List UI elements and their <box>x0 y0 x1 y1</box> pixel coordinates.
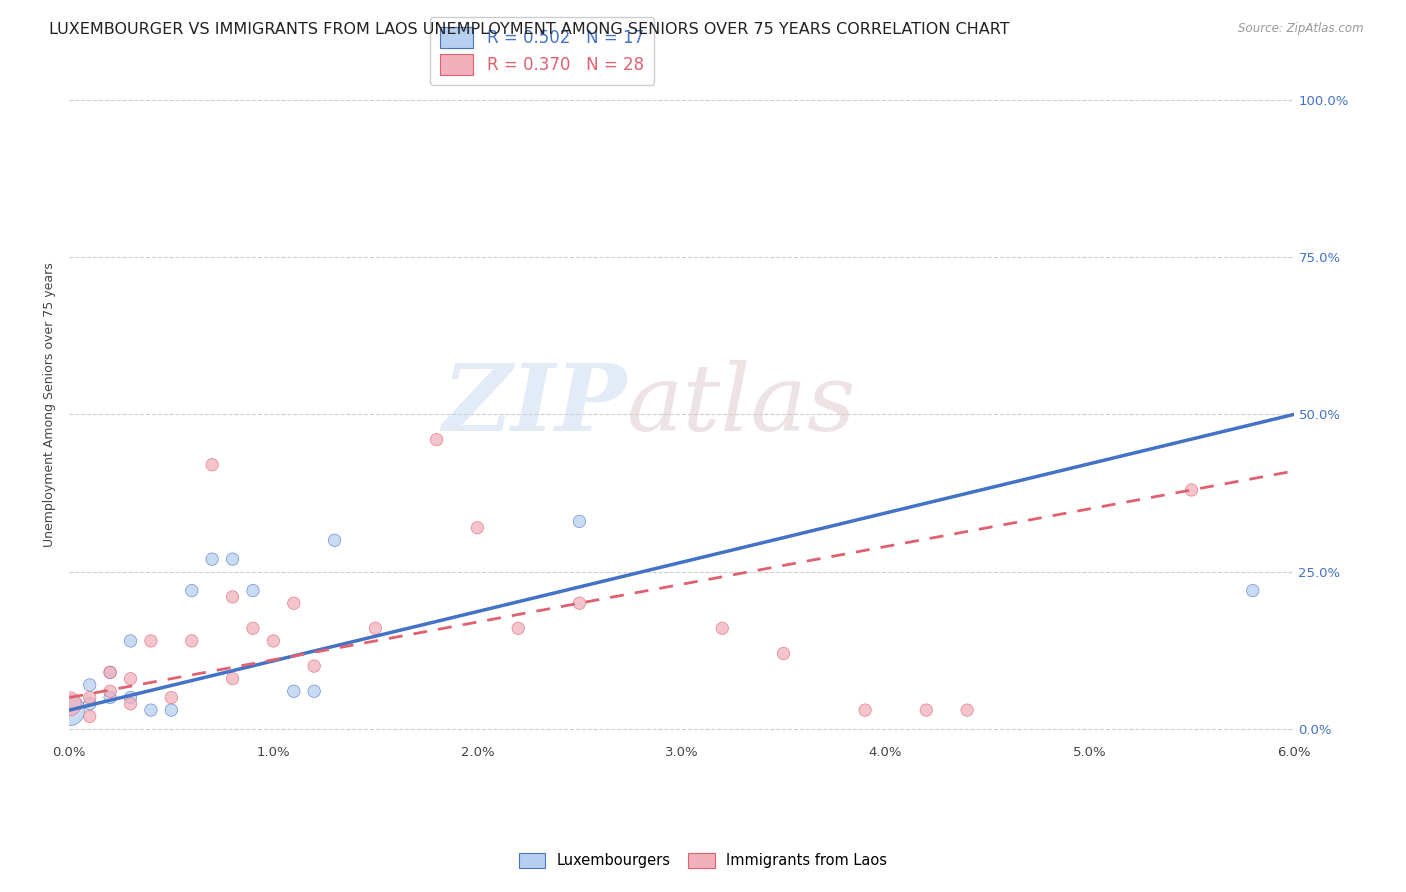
Point <box>180 583 202 598</box>
Text: Source: ZipAtlas.com: Source: ZipAtlas.com <box>1239 22 1364 36</box>
Point <box>302 684 325 698</box>
Point <box>262 634 284 648</box>
Point <box>160 690 183 705</box>
Point <box>98 665 121 680</box>
Point <box>467 521 489 535</box>
Point <box>201 458 224 472</box>
Point <box>283 596 305 610</box>
Point <box>364 621 387 635</box>
Point <box>221 672 243 686</box>
Point <box>120 697 142 711</box>
Point <box>160 703 183 717</box>
Y-axis label: Unemployment Among Seniors over 75 years: Unemployment Among Seniors over 75 years <box>44 262 56 548</box>
Point <box>98 665 121 680</box>
Point <box>772 647 794 661</box>
Point <box>139 634 162 648</box>
Point <box>79 709 101 723</box>
Point <box>201 552 224 566</box>
Point <box>1241 583 1264 598</box>
Point <box>853 703 876 717</box>
Point <box>1180 483 1202 497</box>
Point <box>58 703 80 717</box>
Point <box>711 621 734 635</box>
Point <box>120 690 142 705</box>
Point <box>568 596 591 610</box>
Point <box>221 590 243 604</box>
Point <box>79 697 101 711</box>
Point <box>98 684 121 698</box>
Text: LUXEMBOURGER VS IMMIGRANTS FROM LAOS UNEMPLOYMENT AMONG SENIORS OVER 75 YEARS CO: LUXEMBOURGER VS IMMIGRANTS FROM LAOS UNE… <box>49 22 1010 37</box>
Point <box>323 533 346 548</box>
Point <box>956 703 979 717</box>
Point <box>120 634 142 648</box>
Point <box>180 634 202 648</box>
Point <box>915 703 938 717</box>
Point <box>283 684 305 698</box>
Text: ZIP: ZIP <box>441 360 626 450</box>
Point <box>221 552 243 566</box>
Point <box>139 703 162 717</box>
Point <box>302 659 325 673</box>
Point <box>242 621 264 635</box>
Point <box>120 672 142 686</box>
Legend: Luxembourgers, Immigrants from Laos: Luxembourgers, Immigrants from Laos <box>512 846 894 876</box>
Point <box>242 583 264 598</box>
Point <box>98 690 121 705</box>
Point <box>426 433 449 447</box>
Point <box>58 697 80 711</box>
Point <box>508 621 530 635</box>
Point <box>568 515 591 529</box>
Point <box>79 690 101 705</box>
Text: atlas: atlas <box>626 360 856 450</box>
Point <box>79 678 101 692</box>
